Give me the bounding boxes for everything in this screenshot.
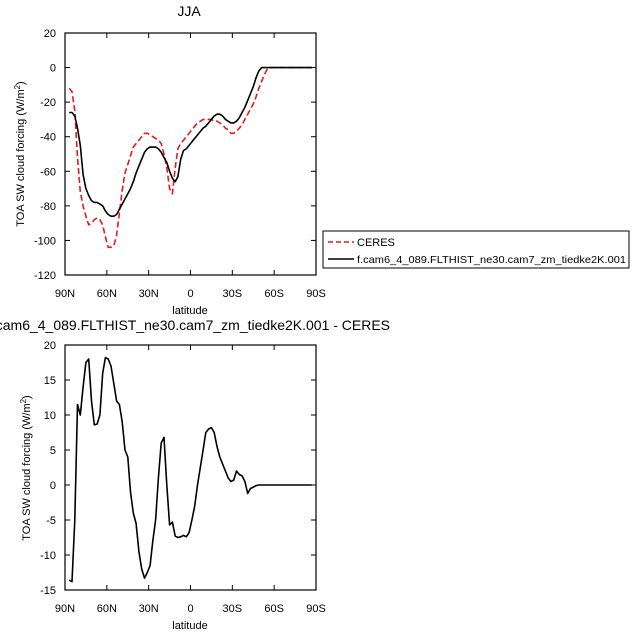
top-panel: JJA 20 0 -20 -40 -60 -80 -100 -120 90N 60N 30N 0 30…	[13, 3, 326, 317]
top-x-tick-label: 30N	[139, 288, 159, 300]
bottom-x-tick-label: 60N	[97, 603, 117, 615]
bottom-series-line-0	[68, 356, 312, 583]
top-y-tick-label: 0	[50, 63, 56, 75]
top-x-tick-label: 30S	[223, 288, 243, 300]
bottom-y-axis-label-close: )	[21, 395, 33, 399]
top-plot-lines	[68, 66, 312, 249]
bottom-y-axis: 20 15 10 5 0 -5 -10 -15	[40, 340, 316, 597]
top-y-axis-label-text: TOA SW cloud forcing (W/m	[15, 89, 27, 226]
top-x-axis-label: latitude	[172, 305, 207, 317]
top-y-axis-label-close: )	[15, 81, 27, 85]
bottom-x-tick-label: 90N	[55, 603, 75, 615]
bottom-y-tick-label: -15	[40, 585, 56, 597]
top-series-line-0	[68, 66, 312, 249]
legend-ceres-label: CERES	[357, 237, 395, 249]
bottom-chart-title: f.cam6_4_089.FLTHIST_ne30.cam7_zm_tiedke…	[0, 317, 390, 333]
top-x-tick-label: 90N	[55, 288, 75, 300]
bottom-x-tick-label: 30S	[223, 603, 243, 615]
bottom-y-tick-label: 5	[50, 445, 56, 457]
bottom-y-tick-label: -10	[40, 550, 56, 562]
bottom-y-tick-label: 15	[44, 375, 56, 387]
top-y-tick-label: -120	[34, 270, 56, 282]
legend: CERES f.cam6_4_089.FLTHIST_ne30.cam7_zm_…	[322, 230, 630, 269]
bottom-y-tick-label: 20	[44, 340, 56, 352]
top-x-tick-label: 0	[187, 288, 193, 300]
bottom-x-axis: 90N 60N 30N 0 30S 60S 90S	[55, 345, 326, 615]
top-y-tick-label: -20	[40, 97, 56, 109]
top-x-tick-label: 90S	[306, 288, 326, 300]
top-y-tick-label: -60	[40, 166, 56, 178]
top-x-axis: 90N 60N 30N 0 30S 60S 90S	[55, 33, 326, 300]
bottom-x-tick-label: 60S	[264, 603, 284, 615]
bottom-y-tick-label: -5	[46, 515, 56, 527]
bottom-y-tick-label: 10	[44, 410, 56, 422]
top-y-axis: 20 0 -20 -40 -60 -80 -100 -120	[34, 28, 316, 282]
bottom-x-tick-label: 30N	[139, 603, 159, 615]
bottom-y-axis-label-text: TOA SW cloud forcing (W/m	[21, 403, 33, 540]
top-y-tick-label: -100	[34, 235, 56, 247]
top-plot-frame	[64, 32, 317, 276]
legend-box	[322, 230, 630, 269]
bottom-y-tick-label: 0	[50, 480, 56, 492]
bottom-x-tick-label: 90S	[306, 603, 326, 615]
bottom-y-axis-label: TOA SW cloud forcing (W/m2)	[19, 395, 33, 540]
bottom-plot-lines	[68, 356, 312, 583]
top-y-axis-label: TOA SW cloud forcing (W/m2)	[13, 81, 27, 226]
bottom-panel: f.cam6_4_089.FLTHIST_ne30.cam7_zm_tiedke…	[0, 317, 390, 632]
top-series-line-1	[69, 66, 312, 217]
legend-model-label: f.cam6_4_089.FLTHIST_ne30.cam7_zm_tiedke…	[357, 254, 626, 266]
bottom-x-tick-label: 0	[187, 603, 193, 615]
bottom-y-axis-label-sup: 2	[19, 398, 28, 403]
top-x-tick-label: 60N	[97, 288, 117, 300]
top-y-tick-label: -40	[40, 132, 56, 144]
top-y-tick-label: -80	[40, 201, 56, 213]
top-chart-title: JJA	[177, 3, 201, 19]
bottom-x-axis-label: latitude	[172, 620, 207, 632]
top-y-tick-label: 20	[44, 28, 56, 40]
top-y-axis-label-sup: 2	[13, 84, 22, 89]
top-x-tick-label: 60S	[264, 288, 284, 300]
